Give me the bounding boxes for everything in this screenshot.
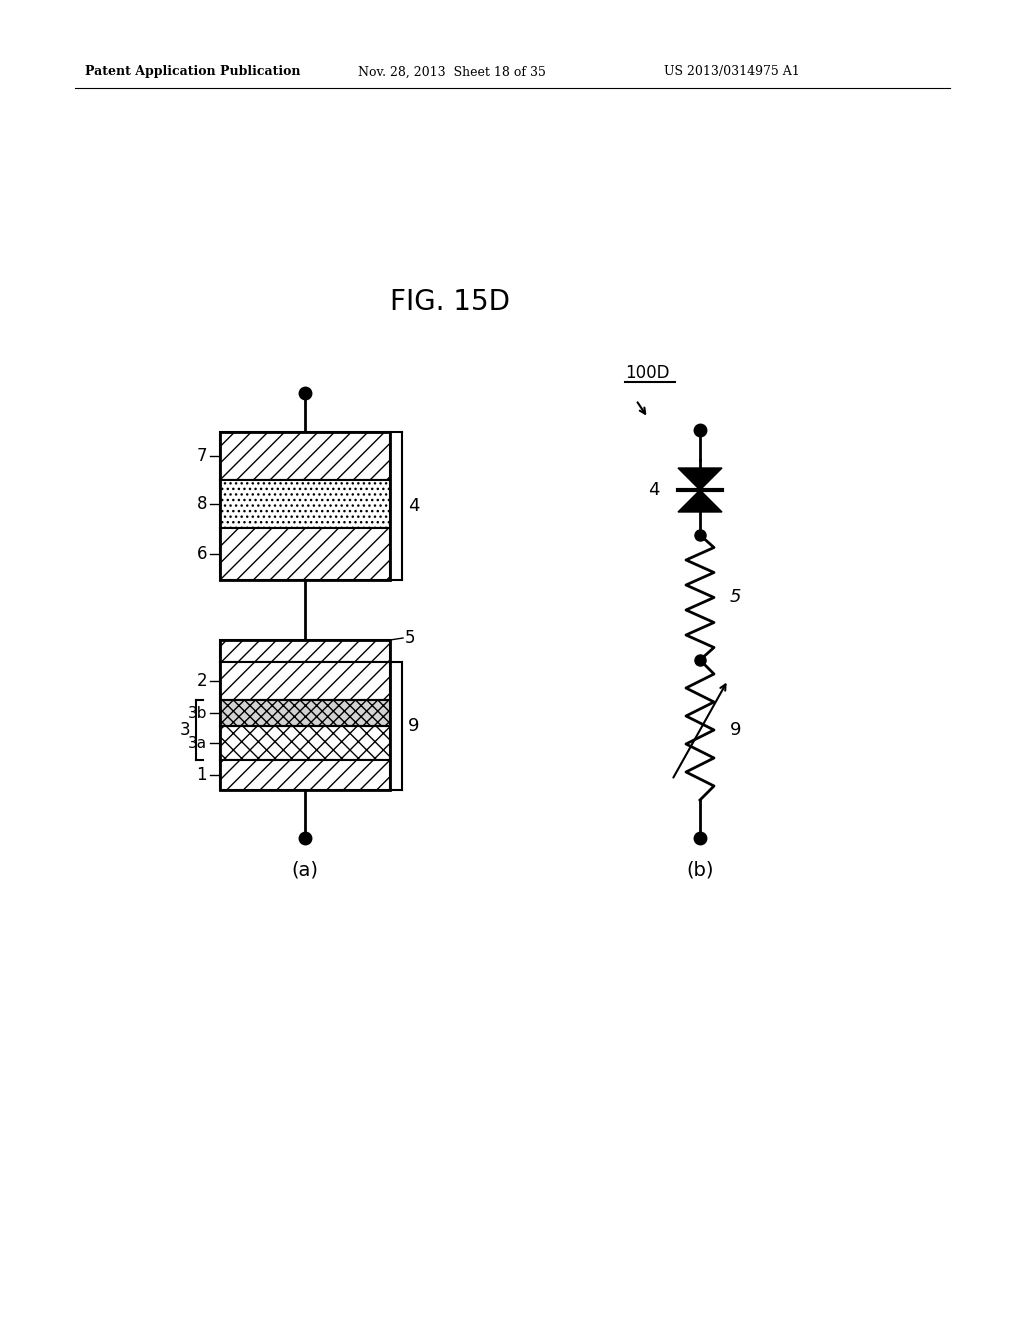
Bar xyxy=(220,640,390,663)
Text: 9: 9 xyxy=(408,717,420,735)
Bar xyxy=(220,640,390,789)
Text: FIG. 15D: FIG. 15D xyxy=(390,288,510,315)
Bar xyxy=(220,432,390,480)
Polygon shape xyxy=(678,469,722,490)
Text: 4: 4 xyxy=(408,498,420,515)
Bar xyxy=(220,700,390,726)
Text: 2: 2 xyxy=(197,672,207,690)
Text: 8: 8 xyxy=(197,495,207,513)
Text: 100D: 100D xyxy=(625,364,670,381)
Text: Patent Application Publication: Patent Application Publication xyxy=(85,66,300,78)
Polygon shape xyxy=(678,490,722,512)
Text: 3b: 3b xyxy=(187,705,207,721)
Text: 1: 1 xyxy=(197,766,207,784)
Text: 9: 9 xyxy=(730,721,741,739)
Bar xyxy=(220,432,390,579)
Text: (a): (a) xyxy=(292,861,318,879)
Bar xyxy=(220,726,390,760)
Bar xyxy=(220,528,390,579)
Text: Nov. 28, 2013  Sheet 18 of 35: Nov. 28, 2013 Sheet 18 of 35 xyxy=(358,66,546,78)
Text: 5: 5 xyxy=(730,589,741,606)
Bar xyxy=(220,480,390,528)
Text: (b): (b) xyxy=(686,861,714,879)
Text: 7: 7 xyxy=(197,447,207,465)
Text: 3: 3 xyxy=(179,721,190,739)
Text: 5: 5 xyxy=(406,630,416,647)
Bar xyxy=(220,663,390,700)
Text: 6: 6 xyxy=(197,545,207,564)
Bar xyxy=(220,760,390,789)
Text: US 2013/0314975 A1: US 2013/0314975 A1 xyxy=(664,66,800,78)
Text: 4: 4 xyxy=(648,480,660,499)
Text: 3a: 3a xyxy=(187,735,207,751)
